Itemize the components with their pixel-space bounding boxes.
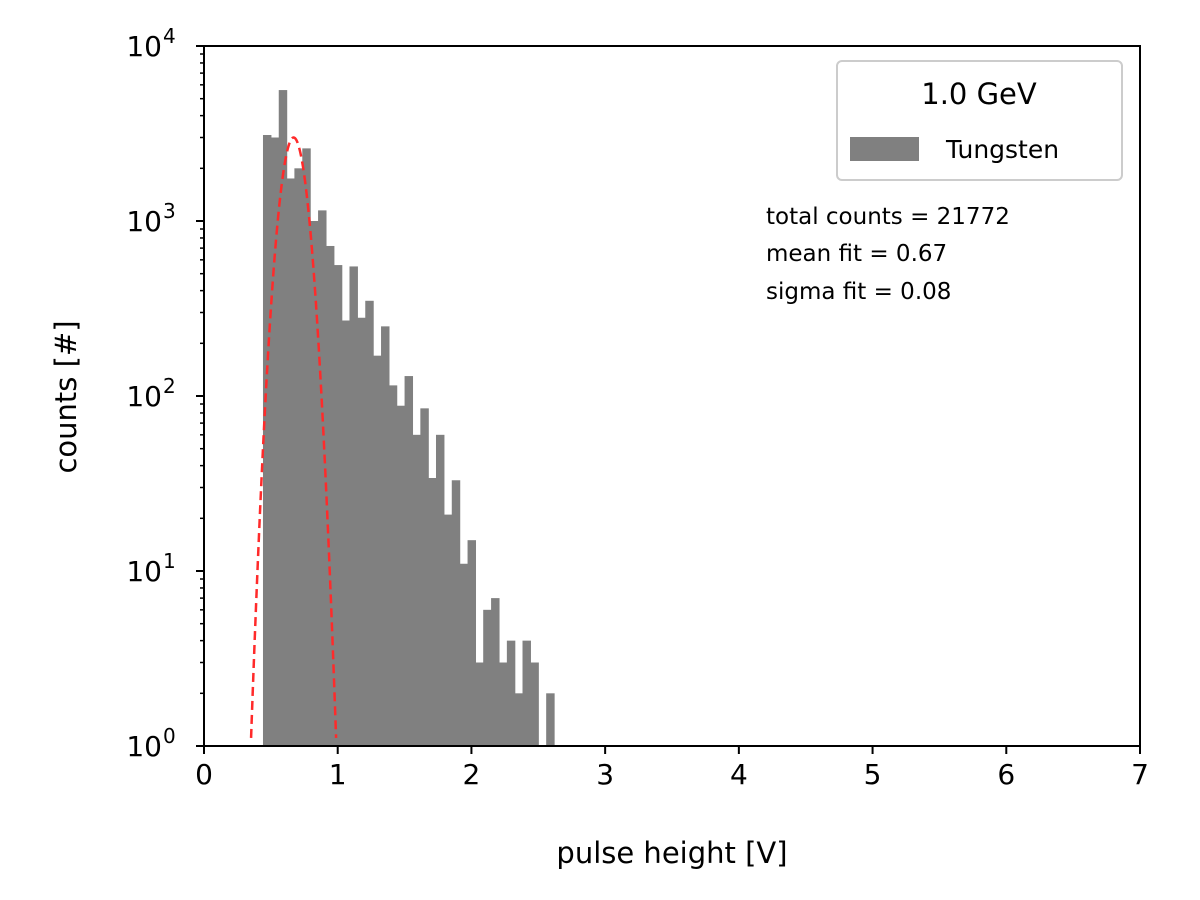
y-tick-exponent: 4 [163, 24, 176, 48]
histogram-bar [412, 434, 421, 746]
histogram-bar [365, 300, 374, 746]
y-tick-label: 10 [126, 380, 162, 413]
y-tick-label: 10 [126, 30, 162, 63]
y-tick-label: 10 [126, 205, 162, 238]
x-tick-label: 0 [195, 758, 213, 791]
histogram-bar [467, 540, 477, 746]
histogram-bar [491, 598, 500, 746]
y-tick-label: 10 [126, 730, 162, 763]
x-tick-label: 4 [730, 758, 748, 791]
x-axis-ticks: 0 1 2 3 4 5 6 7 [195, 746, 1149, 791]
histogram-bar [262, 135, 272, 746]
histogram-bar [286, 178, 296, 747]
histogram-bar [388, 385, 398, 746]
histogram-bar [420, 408, 429, 746]
annotation-sigma-fit: sigma fit = 0.08 [766, 279, 951, 305]
histogram-bar [451, 480, 461, 746]
y-tick-label: 10 [126, 555, 162, 588]
histogram-bar [475, 662, 484, 746]
gaussian-fit-curve [249, 136, 338, 738]
histogram-bar [530, 662, 539, 746]
histogram-bar [341, 320, 351, 746]
histogram-bar [404, 376, 414, 746]
legend: 1.0 GeV Tungsten [836, 60, 1123, 181]
histogram-bar [349, 266, 358, 746]
histogram-bar [506, 640, 516, 746]
histogram-bar [294, 168, 303, 746]
histogram-bar [483, 609, 492, 746]
fit-annotations: total counts = 21772 mean fit = 0.67 sig… [766, 204, 1010, 305]
histogram-bar [381, 326, 390, 746]
x-tick-label: 2 [463, 758, 481, 791]
y-tick-exponent: 3 [163, 199, 176, 223]
histogram-bar [396, 405, 406, 746]
histogram-bar [443, 514, 453, 746]
y-tick-exponent: 2 [163, 374, 176, 398]
histogram-bar [546, 693, 555, 746]
legend-swatch-tungsten [850, 137, 919, 161]
histogram-bar [459, 563, 469, 746]
histogram-bar [428, 477, 437, 746]
x-axis-label: pulse height [V] [556, 836, 787, 870]
histogram-bar [325, 245, 335, 746]
x-tick-label: 7 [1131, 758, 1149, 791]
legend-label-tungsten: Tungsten [945, 135, 1059, 164]
x-tick-label: 1 [329, 758, 347, 791]
histogram-bar [522, 640, 531, 746]
histogram-bar [318, 210, 327, 746]
y-tick-exponent: 1 [163, 549, 176, 573]
histogram-bar [498, 662, 508, 746]
plot-frame [203, 45, 1141, 747]
histogram-bar [270, 137, 280, 746]
histogram-bar [373, 355, 382, 746]
histogram-bar [435, 434, 445, 746]
legend-title: 1.0 GeV [921, 77, 1037, 111]
x-tick-label: 5 [864, 758, 882, 791]
histogram-bar [514, 693, 524, 746]
histogram-bar [357, 317, 366, 746]
y-tick-exponent: 0 [163, 724, 176, 748]
histogram-bar [333, 265, 343, 746]
x-tick-label: 3 [596, 758, 614, 791]
annotation-total-counts: total counts = 21772 [766, 204, 1010, 230]
x-tick-label: 6 [997, 758, 1015, 791]
histogram-bars [262, 90, 555, 747]
histogram-bar [278, 90, 288, 746]
histogram-bar [302, 148, 311, 746]
histogram-bar [310, 221, 319, 746]
y-axis-label: counts [#] [49, 320, 83, 473]
annotation-mean-fit: mean fit = 0.67 [766, 241, 947, 267]
